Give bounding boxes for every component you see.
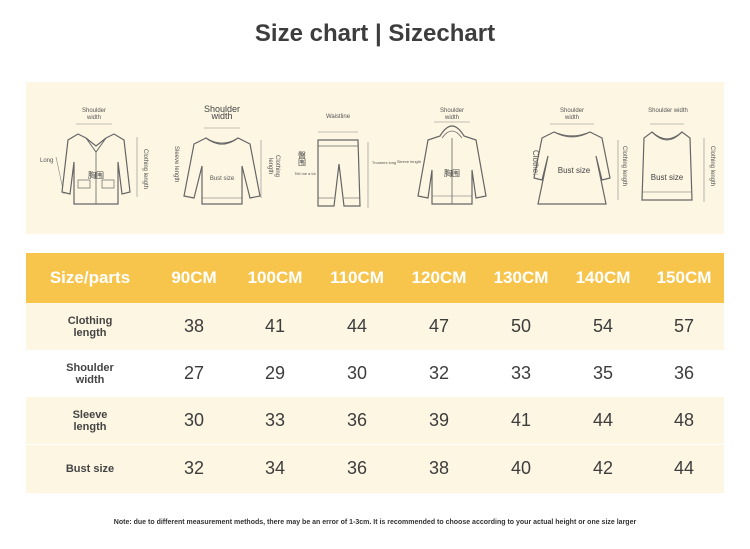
- sweater-illustration: Shoulder width Sleeve length Clothing le…: [166, 82, 280, 234]
- pants-hip-label: 臀围: [298, 151, 306, 167]
- row-label: Sleeve length: [72, 408, 108, 433]
- sweater-bust-label: Bust size: [209, 176, 235, 182]
- vest-length-label: Clothing length: [709, 145, 715, 187]
- shirt-long-label: Long: [40, 158, 54, 164]
- table-cell: 36: [346, 458, 368, 478]
- shirt-length-label: Clothing length: [142, 148, 148, 190]
- table-cell: 44: [673, 458, 695, 478]
- table-cell: 36: [673, 363, 695, 383]
- hoodie-shoulder-label: Shoulder width: [439, 108, 465, 121]
- vest-illustration: Shoulder width Clothing length Bust size: [628, 82, 724, 234]
- pants-waist-label: Waistline: [325, 114, 351, 120]
- table-cell: 40: [510, 458, 532, 478]
- sweater-sleeve-label: Sleeve length: [173, 145, 179, 183]
- header-size: 100CM: [247, 268, 303, 287]
- row-label: Clothing length: [67, 314, 113, 339]
- hoodie-illustration: Shoulder width Sleeve length 胸围: [397, 82, 508, 234]
- table-row-bust-size: Bust size 32 34 36 38 40 42 44: [26, 445, 724, 493]
- hoodie-sleeve-label: Sleeve length: [396, 159, 422, 164]
- size-table-header: Size/parts 90CM 100CM 110CM 120CM 130CM …: [26, 253, 724, 303]
- table-cell: 32: [428, 363, 450, 383]
- shirt-bust-label: 胸围: [88, 171, 104, 180]
- dress-drawing: [533, 123, 619, 205]
- table-cell: 36: [346, 410, 368, 430]
- pants-note-label: Tell me a lot: [294, 171, 316, 176]
- row-label: Bust size: [65, 462, 115, 475]
- table-cell: 35: [592, 363, 614, 383]
- vest-drawing: [641, 123, 705, 202]
- dress-shoulder-label: Shoulder width: [559, 108, 585, 121]
- hoodie-bust-label: 胸围: [444, 169, 460, 178]
- table-cell: 29: [264, 363, 286, 383]
- table-cell: 41: [264, 316, 286, 336]
- row-label: Shoulder width: [66, 361, 114, 386]
- header-size-parts: Size/parts: [49, 268, 131, 287]
- table-cell: 32: [183, 458, 205, 478]
- table-cell: 50: [510, 316, 532, 336]
- header-size: 110CM: [330, 268, 384, 287]
- header-size: 90CM: [171, 268, 217, 287]
- sweater-drawing: [183, 127, 262, 205]
- dress-illustration: Shoulder width Clothe: Clothing length B…: [502, 82, 627, 234]
- table-cell: 54: [592, 316, 614, 336]
- dress-length-label: Clothing length: [621, 145, 627, 187]
- dress-bust-label: Bust size: [557, 166, 591, 175]
- vest-shoulder-label: Shoulder width: [648, 108, 688, 114]
- table-cell: 30: [183, 410, 205, 430]
- table-cell: 27: [183, 363, 205, 383]
- pants-illustration: Waistline 臀围 Tell me a lot Trousers long: [282, 82, 422, 234]
- header-size: 130CM: [493, 268, 549, 287]
- hoodie-drawing: [417, 121, 487, 205]
- table-cell: 38: [183, 316, 205, 336]
- table-cell: 30: [346, 363, 368, 383]
- dress-clothe-label: Clothe:: [531, 150, 540, 176]
- shirt-illustration: Shoulder width Long Clothing length 胸围: [40, 82, 152, 234]
- table-cell: 57: [673, 316, 695, 336]
- table-cell: 44: [592, 410, 614, 430]
- pants-length-label: Trousers long: [371, 160, 397, 165]
- shirt-drawing: [55, 123, 138, 205]
- table-cell: 41: [510, 410, 532, 430]
- table-cell: 39: [428, 410, 450, 430]
- shirt-shoulder-label: Shoulder width: [81, 108, 107, 121]
- sweater-length-label: Clothing length: [267, 154, 280, 177]
- table-cell: 48: [673, 410, 695, 430]
- measurement-note: Note: due to different measurement metho…: [113, 519, 637, 526]
- table-row-shoulder-width: Shoulder width 27 29 30 32 33 35 36: [26, 350, 724, 397]
- vest-bust-label: Bust size: [650, 173, 684, 182]
- table-cell: 33: [510, 363, 532, 383]
- table-cell: 44: [346, 316, 368, 336]
- page-title: Size chart | Sizechart: [254, 20, 496, 47]
- pants-drawing: [317, 131, 369, 208]
- table-cell: 33: [264, 410, 286, 430]
- table-cell: 34: [264, 458, 286, 478]
- table-row-clothing-length: Clothing length 38 41 44 47 50 54 57: [26, 303, 724, 350]
- table-row-sleeve-length: Sleeve length 30 33 36 39 41 44 48: [26, 397, 724, 444]
- header-size: 140CM: [575, 268, 631, 287]
- table-cell: 47: [428, 316, 450, 336]
- header-size: 120CM: [411, 268, 467, 287]
- sweater-shoulder-label: Shoulder width: [203, 104, 241, 121]
- header-size: 150CM: [656, 268, 712, 287]
- table-cell: 38: [428, 458, 450, 478]
- garment-illustration-panel: Shoulder width Long Clothing length 胸围 S…: [26, 82, 724, 234]
- table-cell: 42: [592, 458, 614, 478]
